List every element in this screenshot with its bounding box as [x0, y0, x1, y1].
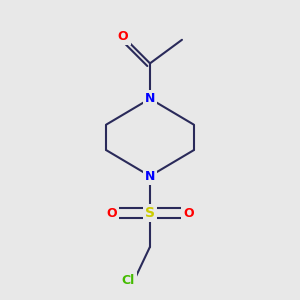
Text: N: N — [145, 92, 155, 105]
Text: N: N — [145, 169, 155, 183]
Text: Cl: Cl — [122, 274, 135, 287]
Text: O: O — [118, 30, 128, 43]
Text: O: O — [183, 207, 194, 220]
Text: O: O — [106, 207, 117, 220]
Text: S: S — [145, 206, 155, 220]
